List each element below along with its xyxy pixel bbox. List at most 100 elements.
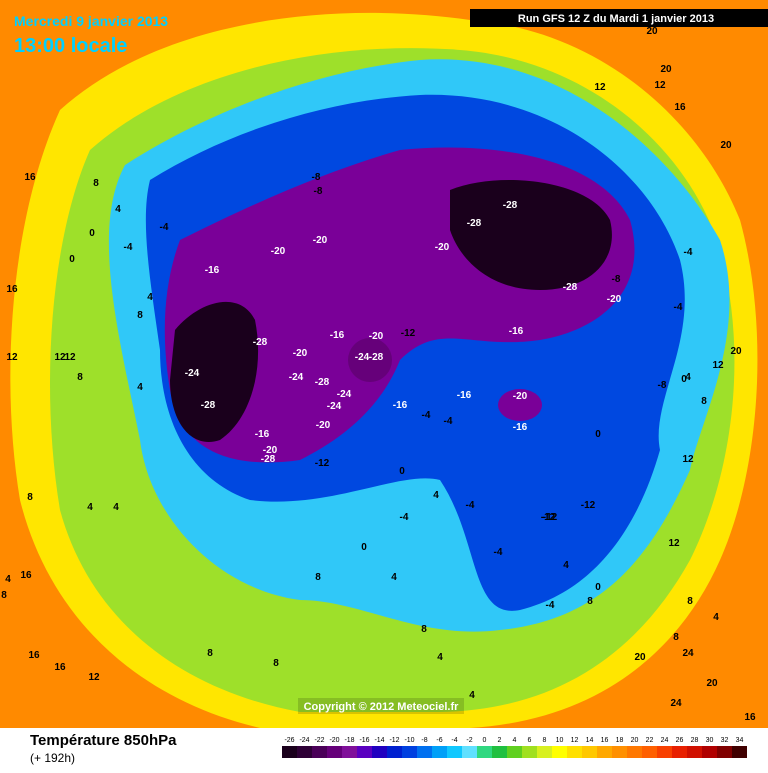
colorbar-label: 16: [601, 737, 609, 744]
colorbar-cell: [447, 746, 462, 758]
contour-label: -28: [315, 377, 330, 388]
contour-label: 8: [137, 310, 143, 321]
contour-label: 4: [685, 372, 691, 383]
contour-label: -4: [494, 547, 503, 558]
contour-label: 12: [668, 538, 680, 549]
zone-purple-small: [348, 338, 392, 382]
contour-label: 16: [28, 650, 40, 661]
colorbar-label: -24: [299, 737, 309, 744]
contour-label: -8: [612, 274, 621, 285]
contour-label: 16: [54, 662, 66, 673]
colorbar-label: 24: [661, 737, 669, 744]
contour-label: -12: [315, 458, 330, 469]
contour-label: 16: [20, 570, 32, 581]
copyright: Copyright © 2012 Meteociel.fr: [304, 701, 460, 713]
contour-label: 4: [115, 204, 121, 215]
contour-label: -20: [316, 420, 331, 431]
colorbar-cell: [732, 746, 747, 758]
contour-label: -20: [263, 445, 278, 456]
colorbar-cell: [612, 746, 627, 758]
contour-label: 8: [701, 396, 707, 407]
run-box: [470, 9, 768, 27]
colorbar-label: -18: [344, 737, 354, 744]
copyright-box: [298, 698, 464, 714]
contour-label: -24: [337, 389, 352, 400]
contour-label: 12: [682, 454, 694, 465]
contour-label: 20: [646, 26, 658, 37]
contour-label: 20: [730, 346, 742, 357]
contour-label: 8: [315, 572, 321, 583]
colorbar-label: 8: [543, 737, 547, 744]
contour-label: 4: [391, 572, 397, 583]
contour-label: -12: [581, 500, 596, 511]
colorbar-cell: [627, 746, 642, 758]
contour-label: 20: [720, 140, 732, 151]
contour-label: -4: [684, 247, 693, 258]
contour-label: -24: [355, 352, 370, 363]
colorbar-label: 20: [631, 737, 639, 744]
footer-lead: (+ 192h): [30, 751, 75, 765]
contour-label: 16: [744, 712, 756, 723]
colorbar-cell: [582, 746, 597, 758]
colorbar-cell: [567, 746, 582, 758]
contour-label: -16: [509, 326, 524, 337]
colorbar-label: -6: [436, 737, 442, 744]
colorbar-label: 32: [721, 737, 729, 744]
colorbar-cell: [657, 746, 672, 758]
colorbar-cell: [297, 746, 312, 758]
colorbar-label: 6: [528, 737, 532, 744]
colorbar-label: -14: [374, 737, 384, 744]
contour-label: -20: [513, 391, 528, 402]
colorbar-cell: [282, 746, 297, 758]
colorbar-label: -12: [389, 737, 399, 744]
contour-label: 0: [681, 374, 687, 385]
colorbar-cell: [312, 746, 327, 758]
contour-label: -12: [541, 512, 556, 523]
contour-label: -4: [674, 302, 683, 313]
colorbar-cell: [342, 746, 357, 758]
colorbar-cell: [717, 746, 732, 758]
contour-label: 24: [682, 648, 694, 659]
colorbar-label: 2: [498, 737, 502, 744]
contour-label: 8: [93, 178, 99, 189]
footer-title: Température 850hPa: [30, 732, 177, 749]
colorbar-label: -22: [314, 737, 324, 744]
contour-label: 0: [69, 254, 75, 265]
contour-label: 4: [433, 490, 439, 501]
contour-label: -4: [124, 242, 133, 253]
zone-purple-small: [498, 389, 542, 421]
contour-label: 12: [654, 80, 666, 91]
colorbar-cell: [372, 746, 387, 758]
contour-label: 4: [563, 560, 569, 571]
contour-label: 0: [89, 228, 95, 239]
contour-label: -16: [393, 400, 408, 411]
contour-label: 20: [706, 678, 718, 689]
contour-label: -20: [607, 294, 622, 305]
contour-label: 4: [437, 652, 443, 663]
contour-label: 24: [670, 698, 682, 709]
colorbar-cell: [462, 746, 477, 758]
contour-label: -12: [401, 328, 416, 339]
colorbar-label: -20: [329, 737, 339, 744]
colorbar-label: -2: [466, 737, 472, 744]
colorbar-cell: [522, 746, 537, 758]
contour-label: -20: [369, 331, 384, 342]
colorbar-cell: [507, 746, 522, 758]
colorbar-label: 12: [571, 737, 579, 744]
colorbar-label: -8: [421, 737, 427, 744]
colorbar-cell: [702, 746, 717, 758]
colorbar-label: 14: [586, 737, 594, 744]
contour-label: -20: [271, 246, 286, 257]
contour-label: -16: [205, 265, 220, 276]
date: Mercredi 9 janvier 2013: [14, 13, 168, 29]
contour-label: 20: [660, 64, 672, 75]
contour-label: -4: [546, 600, 555, 611]
colorbar-label: 30: [706, 737, 714, 744]
contour-label: 0: [595, 582, 601, 593]
contour-label: -8: [314, 186, 323, 197]
colorbar-label: 22: [646, 737, 654, 744]
contour-label: -24: [327, 401, 342, 412]
colorbar-label: 0: [483, 737, 487, 744]
contour-label: 8: [421, 624, 427, 635]
contour-label: 4: [147, 292, 153, 303]
